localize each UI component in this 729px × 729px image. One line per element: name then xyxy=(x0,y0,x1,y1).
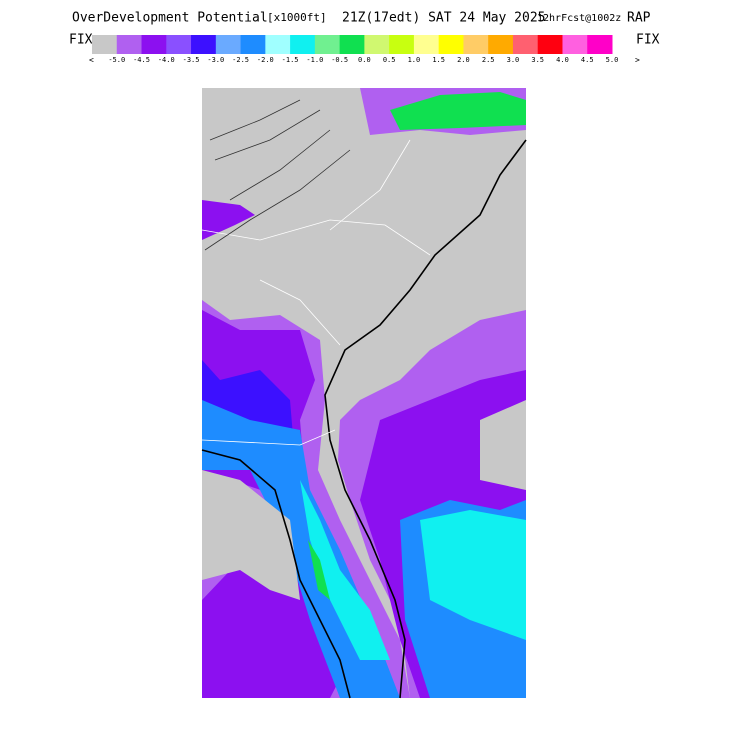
fix-right: FIX xyxy=(636,33,660,48)
color-swatch xyxy=(339,35,365,54)
model: RAP xyxy=(627,11,651,26)
above-marker: > xyxy=(635,56,640,65)
colorbar-label: 5.0 xyxy=(606,56,619,64)
colorbar-label: -4.5 xyxy=(133,56,150,64)
colorbar-label: -3.0 xyxy=(207,56,224,64)
colorbar-label: 4.0 xyxy=(556,56,569,64)
colorbar-label: -2.0 xyxy=(257,56,274,64)
colorbar-label: 4.5 xyxy=(581,56,594,64)
map xyxy=(201,88,527,699)
color-swatch xyxy=(265,35,291,54)
color-swatch xyxy=(215,35,242,54)
colorbar-label: -0.5 xyxy=(331,56,348,64)
colorbar-label: -3.5 xyxy=(183,56,200,64)
color-swatch xyxy=(92,35,118,54)
color-swatch xyxy=(314,35,341,54)
color-swatch xyxy=(463,35,489,54)
valid-time: 21Z(17edt) SAT 24 May 2025 xyxy=(342,11,546,26)
colorbar-label: 1.5 xyxy=(432,56,445,64)
colorbar-label: 3.5 xyxy=(531,56,544,64)
color-swatch xyxy=(562,35,588,54)
color-swatch xyxy=(587,35,613,54)
colorbar-label: -4.0 xyxy=(158,56,175,64)
colorbar-label: 0.5 xyxy=(383,56,396,64)
color-swatch xyxy=(512,35,539,54)
color-swatch xyxy=(240,35,266,54)
colorbar-label: 3.0 xyxy=(507,56,520,64)
color-swatch xyxy=(191,35,217,54)
color-swatch xyxy=(141,35,167,54)
colorbar-label: -5.0 xyxy=(108,56,125,64)
color-swatch xyxy=(166,35,192,54)
color-swatch xyxy=(413,35,440,54)
color-swatch xyxy=(537,35,563,54)
color-swatch xyxy=(488,35,514,54)
color-swatch xyxy=(290,35,316,54)
color-swatch xyxy=(364,35,390,54)
forecast: 12hrFcst@1002z xyxy=(537,13,621,24)
colorbar-label: -2.5 xyxy=(232,56,249,64)
below-marker: < xyxy=(89,56,94,65)
colorbar-label: 1.0 xyxy=(408,56,421,64)
colorbar-label: 2.0 xyxy=(457,56,470,64)
colorbar-label: 0.0 xyxy=(358,56,371,64)
fix-left: FIX xyxy=(69,33,93,48)
colorbar-label: -1.5 xyxy=(282,56,299,64)
colorbar: -5.0 -4.5 -4.0 -3.5 -3.0 -2.5 -2.0 -1.5 -1.0 -0.5… xyxy=(92,35,618,64)
color-swatch xyxy=(438,35,464,54)
colorbar-label: 2.5 xyxy=(482,56,495,64)
units: [x1000ft] xyxy=(267,11,327,24)
color-swatch xyxy=(116,35,143,54)
title: OverDevelopment Potential xyxy=(72,11,268,26)
colorbar-label: -1.0 xyxy=(306,56,323,64)
color-swatch xyxy=(389,35,415,54)
